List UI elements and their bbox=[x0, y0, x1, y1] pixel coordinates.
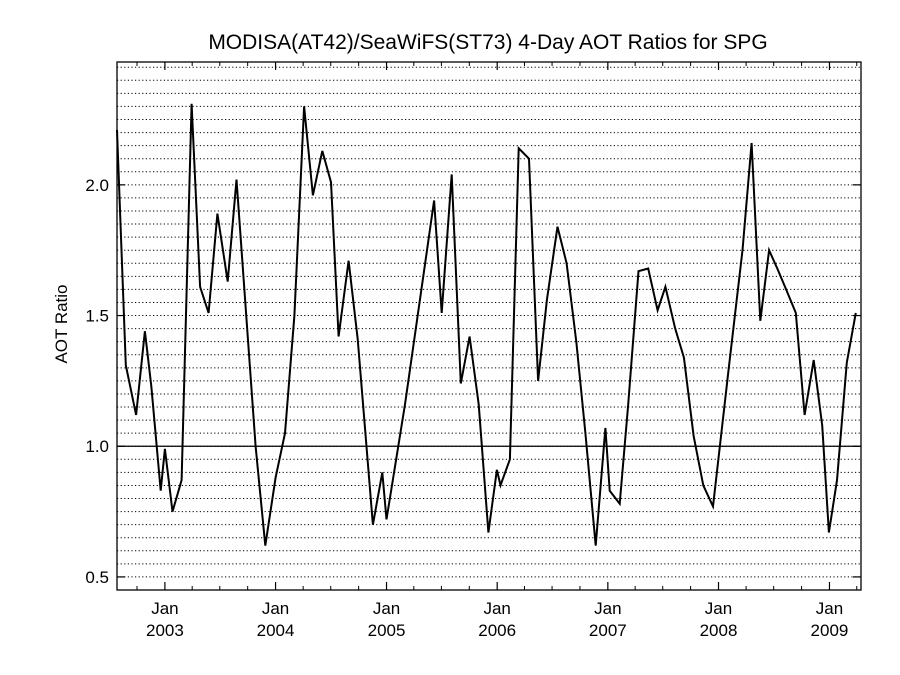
x-tick-label-month: Jan bbox=[594, 599, 621, 618]
x-tick-label-month: Jan bbox=[373, 599, 400, 618]
x-tick-label-month: Jan bbox=[151, 599, 178, 618]
y-tick-label: 1.0 bbox=[85, 437, 109, 456]
series-layer bbox=[116, 103, 857, 546]
y-tick-label: 2.0 bbox=[85, 176, 109, 195]
x-tick-label-year: 2005 bbox=[368, 621, 406, 640]
x-tick-label-year: 2006 bbox=[478, 621, 516, 640]
y-tick-labels: 0.5 1.0 1.5 2.0 bbox=[85, 176, 109, 587]
axis-ticks bbox=[117, 62, 861, 590]
chart-title: MODISA(AT42)/SeaWiFS(ST73) 4-Day AOT Rat… bbox=[208, 31, 767, 54]
y-tick-label: 0.5 bbox=[85, 568, 109, 587]
x-tick-label-year: 2004 bbox=[257, 621, 295, 640]
plot-frame bbox=[116, 61, 862, 591]
x-tick-label-month: Jan bbox=[705, 599, 732, 618]
series-line bbox=[116, 103, 857, 546]
x-tick-label-year: 2008 bbox=[700, 621, 738, 640]
x-tick-label-year: 2007 bbox=[589, 621, 627, 640]
y-axis-label: AOT Ratio bbox=[52, 284, 71, 363]
x-tick-label-year: 2009 bbox=[811, 621, 849, 640]
x-tick-label-month: Jan bbox=[262, 599, 289, 618]
gridlines bbox=[117, 66, 861, 578]
x-tick-label-month: Jan bbox=[816, 599, 843, 618]
y-tick-label: 1.5 bbox=[85, 307, 109, 326]
x-tick-label-month: Jan bbox=[483, 599, 510, 618]
x-tick-label-year: 2003 bbox=[146, 621, 184, 640]
x-tick-labels: Jan 2003 Jan 2004 Jan 2005 Jan 2006 Jan 2007 Jan 20… bbox=[146, 599, 848, 640]
